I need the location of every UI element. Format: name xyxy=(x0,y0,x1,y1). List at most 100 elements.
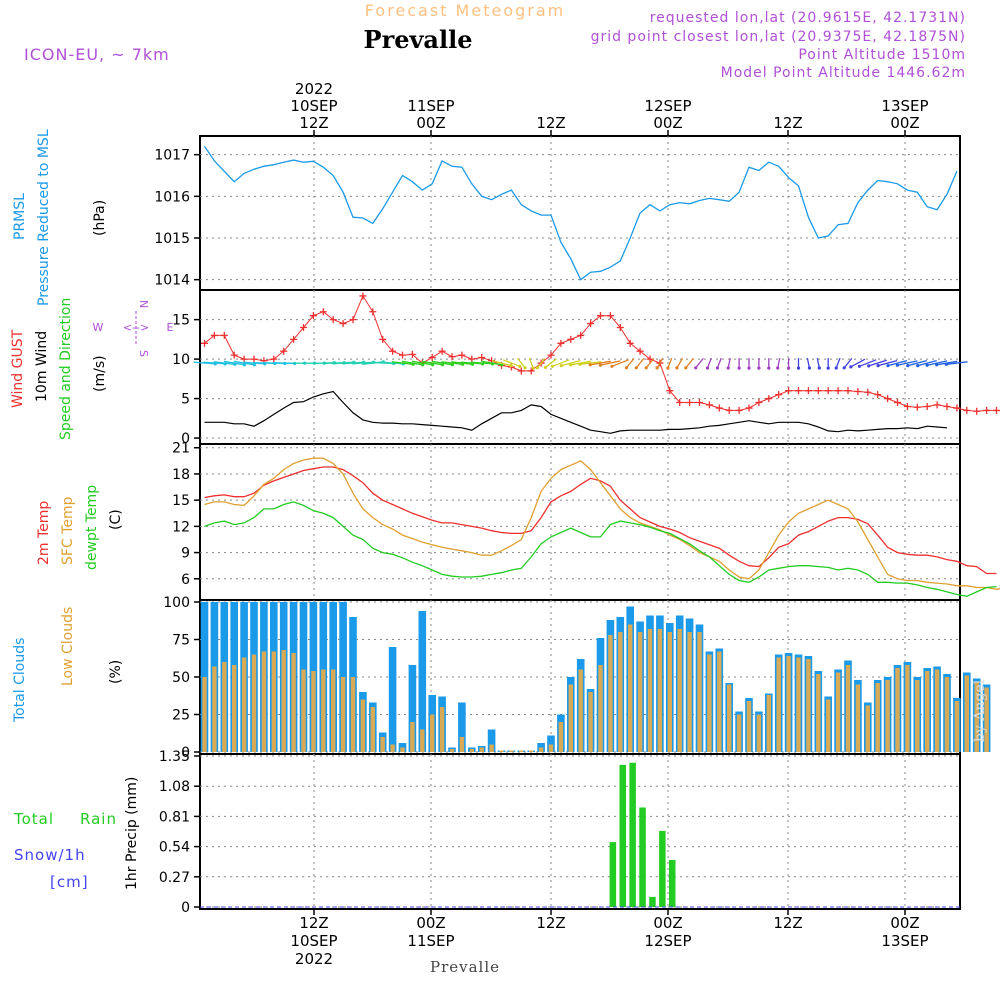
gust-point xyxy=(785,387,793,395)
gust-point xyxy=(290,335,298,343)
gust-point xyxy=(646,355,654,363)
total-cloud-bar xyxy=(547,735,555,752)
low-cloud-bar xyxy=(538,747,544,752)
footer-station: Prevalle xyxy=(430,958,500,976)
low-cloud-bar xyxy=(746,701,752,752)
wind-arrow xyxy=(777,357,781,369)
low-cloud-bar xyxy=(251,654,257,752)
low-cloud-bar xyxy=(390,744,395,752)
gust-point xyxy=(686,399,694,407)
wind-arrow xyxy=(536,357,546,369)
wind-arrow-head xyxy=(421,363,425,367)
gust-point xyxy=(804,387,812,395)
gust-point xyxy=(438,347,446,355)
wind-arrow xyxy=(835,357,841,369)
wind-arrow-head xyxy=(776,366,780,370)
gust-point xyxy=(735,406,743,414)
wind-arrow xyxy=(850,358,866,368)
wind-arrow-head xyxy=(655,366,659,370)
gust-point xyxy=(280,347,288,355)
wind-arrow-head xyxy=(886,364,890,368)
wind-gust-label: Wind GUST xyxy=(10,329,26,408)
watermark: by Angel xyxy=(972,679,988,742)
gust-point xyxy=(428,354,436,362)
low-cloud-bar xyxy=(588,692,593,752)
low-cloud-bar xyxy=(301,669,306,752)
top-time-label: 13SEP xyxy=(881,97,928,115)
low-cloud-bar xyxy=(826,699,831,752)
pressure-panel xyxy=(199,135,961,291)
wind-arrow xyxy=(441,361,463,365)
gust-point xyxy=(923,402,931,410)
gust-point xyxy=(359,292,367,300)
low-cloud-bar xyxy=(380,737,385,752)
low-cloud-bar xyxy=(806,659,811,752)
gust-point xyxy=(755,399,763,407)
bottom-time-label: 00Z xyxy=(890,914,919,932)
gust-point xyxy=(329,316,337,324)
wind-arrow xyxy=(806,357,811,369)
wind-arrow-head xyxy=(694,366,698,370)
top-time-label: 11SEP xyxy=(407,97,454,115)
top-time-label: 00Z xyxy=(890,114,919,132)
gust-point xyxy=(339,320,347,328)
bottom-time-label: 12Z xyxy=(536,914,565,932)
gust-point xyxy=(448,353,456,361)
wind-arrow xyxy=(917,359,937,367)
low-cloud-bar xyxy=(727,684,732,752)
wind-arrow-head xyxy=(242,363,247,367)
wind-arrow xyxy=(381,361,404,365)
precip-ytick-label: 0.81 xyxy=(159,809,190,825)
wind-arrow-head xyxy=(944,362,948,366)
dewpt-label: dewpt Temp xyxy=(84,485,100,570)
low-cloud-bar xyxy=(360,699,366,752)
low-cloud-bar xyxy=(439,707,445,752)
low-cloud-bar xyxy=(331,669,336,752)
low-cloud-bar xyxy=(568,684,573,752)
gust-point xyxy=(666,387,674,395)
wind-arrow-head xyxy=(796,366,801,370)
low-cloud-bar xyxy=(509,750,514,752)
gust-point xyxy=(478,354,486,362)
low-cloud-bar xyxy=(558,722,564,752)
gust-point xyxy=(844,387,852,395)
low-cloud-bar xyxy=(281,650,286,752)
rain-bar xyxy=(639,807,646,907)
top-time-label: 2022 xyxy=(295,80,333,98)
wind-arrow xyxy=(706,357,712,369)
rain-bar xyxy=(669,860,676,907)
total-cloud-bar xyxy=(408,665,417,752)
wind-arrow-head xyxy=(624,366,629,370)
ms-unit-label: (m/s) xyxy=(92,355,108,392)
bottom-time-label: 11SEP xyxy=(407,932,454,950)
wind-arrow xyxy=(411,360,433,366)
gust-point xyxy=(715,404,723,412)
total-cloud-bar xyxy=(487,729,496,752)
low-cloud-bar xyxy=(578,669,583,752)
wind-arrow-head xyxy=(834,366,838,370)
gust-point xyxy=(894,399,901,407)
wind-arrow-head xyxy=(705,366,710,370)
wind-arrow xyxy=(332,361,354,365)
wind-arrow xyxy=(233,360,255,366)
low-cloud-bar xyxy=(915,680,920,752)
top-time-label: 12Z xyxy=(773,114,802,132)
wind-arrow xyxy=(460,361,483,365)
gust-point xyxy=(230,351,238,359)
gust-point xyxy=(765,395,773,403)
low-cloud-bar xyxy=(370,707,375,752)
snow-unit-label: [cm] xyxy=(50,873,89,891)
bottom-time-label: 12Z xyxy=(299,914,328,932)
wind-arrow xyxy=(203,361,226,365)
wind-arrow-head xyxy=(550,364,555,368)
gust-point xyxy=(270,355,278,363)
wind-arrow-head xyxy=(252,363,256,367)
total-cloud-bar xyxy=(418,611,427,752)
wind-arrow-head xyxy=(588,363,592,367)
low-cloud-bar xyxy=(479,747,484,752)
clouds-ytick-label: 75 xyxy=(172,633,190,649)
temperature-ytick-label: 9 xyxy=(181,546,190,562)
wind-arrow xyxy=(401,360,423,366)
speed-direction-label: Speed and Direction xyxy=(58,298,74,440)
